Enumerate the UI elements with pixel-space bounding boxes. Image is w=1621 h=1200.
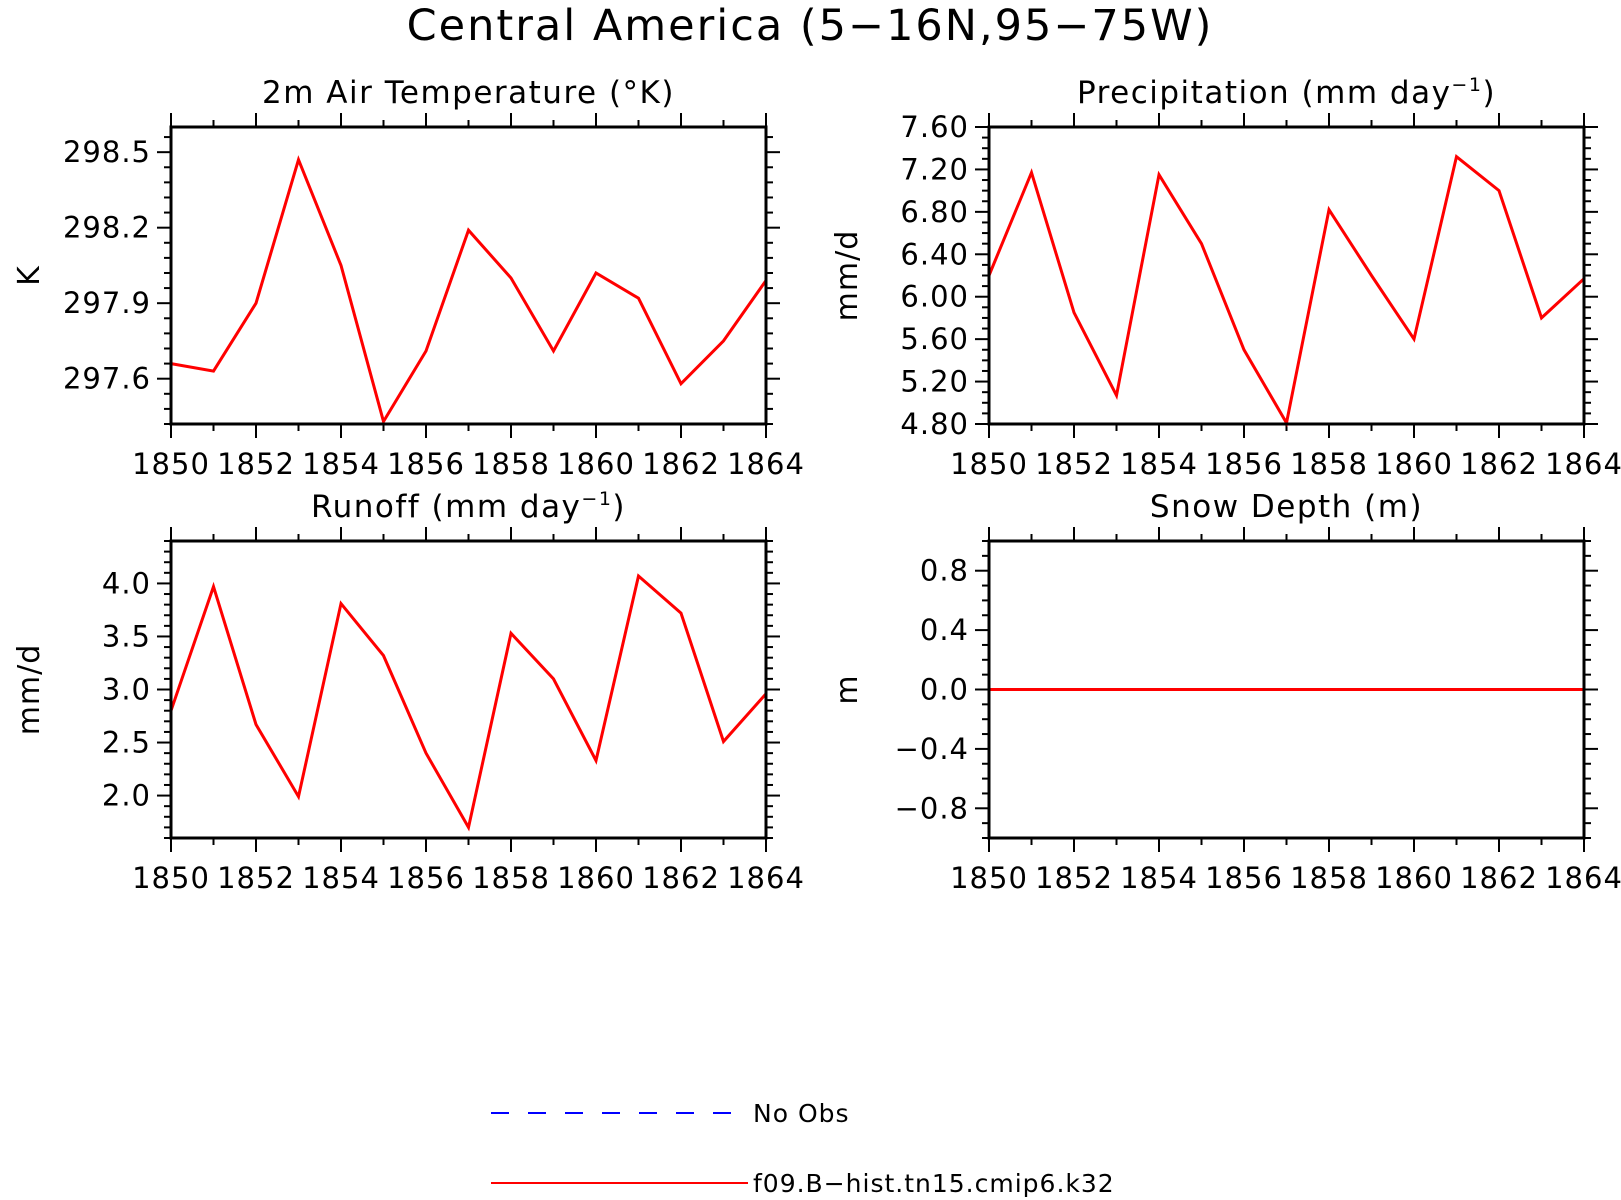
- y-tick-label: 2.0: [102, 779, 151, 813]
- y-tick-label: 6.00: [900, 280, 969, 314]
- x-tick-label: 1850: [950, 447, 1028, 481]
- y-tick-label: 0.4: [920, 613, 969, 647]
- x-tick-label: 1860: [557, 447, 635, 481]
- y-tick-label: 7.20: [900, 152, 969, 186]
- x-tick-label: 1860: [557, 861, 635, 895]
- plot-frame: [169, 125, 768, 426]
- x-tick-label: 1856: [387, 447, 465, 481]
- x-tick-label: 1858: [472, 447, 550, 481]
- panel-title-main: 2m Air Temperature (°K): [262, 75, 675, 111]
- x-tick-label: 1856: [1205, 447, 1283, 481]
- x-tick-label: 1854: [302, 861, 380, 895]
- panel-air-temperature: 2m Air Temperature (°K) K 1850 1852 1854 1856…: [12, 75, 805, 481]
- y-tick-label: 3.5: [102, 619, 151, 653]
- x-tick-label: 1852: [217, 447, 295, 481]
- series-line: [987, 154, 1586, 428]
- series-line: [169, 573, 768, 832]
- panel-title-main: Runoff (mm day: [311, 489, 581, 525]
- y-axis-label: mm/d: [830, 230, 865, 322]
- y-tick-label: 3.0: [102, 673, 151, 707]
- legend-label-model: f09.B−hist.tn15.cmip6.k32: [753, 1169, 1115, 1198]
- y-tick-label: 5.20: [900, 365, 969, 399]
- y-tick-label: 297.6: [63, 362, 151, 396]
- x-tick-label: 1850: [950, 861, 1028, 895]
- legend: No Obs f09.B−hist.tn15.cmip6.k32: [491, 1099, 1115, 1198]
- x-tick-label: 1862: [642, 447, 720, 481]
- x-tick-label: 1854: [302, 447, 380, 481]
- x-tick-label: 1864: [1545, 861, 1621, 895]
- panel-runoff: Runoff (mm day−1) mm/d 1850 1852 1854 1856 185…: [12, 488, 805, 895]
- panel-title-superscript: −1: [581, 488, 612, 510]
- x-tick-label: 1862: [642, 861, 720, 895]
- x-tick-label: 1852: [1035, 447, 1113, 481]
- plot-frame: [987, 125, 1586, 426]
- panel-title-suffix: ): [612, 489, 626, 525]
- y-tick-label: −0.8: [895, 791, 969, 825]
- panel-title: Snow Depth (m): [1150, 489, 1423, 525]
- panel-title-suffix: ): [1482, 75, 1496, 111]
- y-tick-label: 4.80: [900, 407, 969, 441]
- y-tick-label: 6.80: [900, 195, 969, 229]
- panel-title: 2m Air Temperature (°K): [262, 75, 675, 111]
- y-tick-label: 298.5: [63, 135, 151, 169]
- y-tick-label: 7.60: [900, 110, 969, 144]
- panel-title-main: Snow Depth (m): [1150, 489, 1423, 525]
- panel-title-main: Precipitation (mm day: [1077, 75, 1451, 111]
- plot-frame: [169, 539, 768, 840]
- x-tick-label: 1858: [1290, 861, 1368, 895]
- series-line: [170, 155, 768, 426]
- x-tick-label: 1856: [1205, 861, 1283, 895]
- x-tick-label: 1860: [1375, 861, 1453, 895]
- x-tick-label: 1856: [387, 861, 465, 895]
- y-tick-label: 5.60: [900, 322, 969, 356]
- x-tick-label: 1862: [1460, 447, 1538, 481]
- y-tick-label: 0.8: [920, 554, 969, 588]
- x-tick-label: 1864: [1545, 447, 1621, 481]
- x-tick-label: 1852: [1035, 861, 1113, 895]
- x-tick-label: 1854: [1120, 447, 1198, 481]
- panel-title: Precipitation (mm day−1): [1077, 74, 1496, 111]
- x-tick-label: 1850: [132, 447, 210, 481]
- y-tick-label: 4.0: [102, 566, 151, 600]
- figure-title: Central America (5−16N,95−75W): [407, 1, 1214, 51]
- x-tick-label: 1864: [727, 861, 805, 895]
- panel-title-superscript: −1: [1451, 74, 1482, 96]
- y-tick-label: 2.5: [102, 726, 151, 760]
- x-tick-label: 1858: [472, 861, 550, 895]
- legend-label-no-obs: No Obs: [753, 1099, 850, 1128]
- x-tick-label: 1858: [1290, 447, 1368, 481]
- x-tick-label: 1862: [1460, 861, 1538, 895]
- plot-frame: [987, 539, 1586, 840]
- y-tick-label: −0.4: [895, 732, 969, 766]
- y-tick-label: 0.0: [920, 673, 969, 707]
- x-tick-label: 1860: [1375, 447, 1453, 481]
- y-axis-label: m: [830, 674, 865, 704]
- x-tick-label: 1850: [132, 861, 210, 895]
- y-axis-label: K: [12, 265, 47, 286]
- x-tick-label: 1854: [1120, 861, 1198, 895]
- panel-precipitation: Precipitation (mm day−1) mm/d 1850 1852 1854…: [830, 74, 1621, 481]
- x-tick-label: 1864: [727, 447, 805, 481]
- y-tick-label: 6.40: [900, 237, 969, 271]
- y-axis-label: mm/d: [12, 644, 47, 736]
- x-tick-label: 1852: [217, 861, 295, 895]
- y-tick-label: 298.2: [63, 211, 151, 245]
- panel-title: Runoff (mm day−1): [311, 488, 626, 525]
- y-tick-label: 297.9: [63, 286, 151, 320]
